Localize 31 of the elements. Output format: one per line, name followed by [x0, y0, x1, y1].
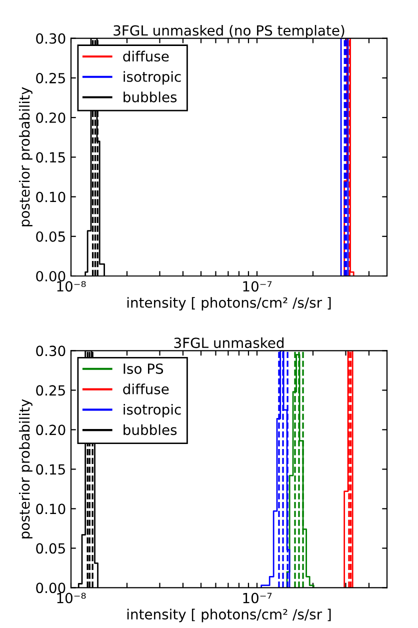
x-axis-title: intensity [ photons/cm² /s/sr ] — [127, 608, 331, 622]
y-tick-label: 0.25 — [36, 72, 65, 84]
y-tick-label: 0.30 — [36, 346, 66, 356]
legend-label: isotropic — [124, 71, 181, 85]
legend-label: Iso PS — [124, 363, 164, 374]
x-tick-label: 10⁻⁷ — [243, 592, 272, 604]
legend-label: isotropic — [124, 404, 181, 418]
chart-title: 3FGL unmasked — [174, 337, 284, 348]
legend-label: diffuse — [123, 384, 169, 394]
y-tick-label: 0.05 — [36, 231, 65, 242]
legend-label: bubbles — [124, 92, 177, 102]
legend-label: bubbles — [124, 424, 177, 436]
y-tick-label: 0.15 — [36, 464, 65, 475]
y-tick-label: 0.20 — [36, 112, 66, 124]
chart-title: 3FGL unmasked (no PS template) — [114, 24, 344, 38]
y-tick-label: 0.15 — [36, 152, 65, 163]
y-tick-label: 0.10 — [36, 192, 66, 202]
y-tick-label: 0.05 — [36, 543, 65, 554]
x-tick-label: 10⁻⁸ — [57, 592, 86, 604]
y-tick-label: 0.30 — [36, 33, 66, 44]
x-axis-title: intensity [ photons/cm² /s/sr ] — [127, 297, 331, 311]
legend-label: diffuse — [123, 50, 169, 62]
y-tick-label: 0.20 — [36, 424, 66, 436]
x-tick-label: 10⁻⁸ — [57, 281, 86, 292]
y-tick-label: 0.00 — [36, 270, 66, 282]
y-tick-label: 0.25 — [36, 385, 65, 396]
y-axis-title: posterior probability — [18, 399, 32, 538]
y-axis-title: posterior probability — [18, 87, 32, 226]
y-tick-label: 0.10 — [36, 504, 66, 514]
y-tick-label: 0.00 — [36, 582, 66, 594]
x-tick-label: 10⁻⁷ — [243, 281, 272, 292]
